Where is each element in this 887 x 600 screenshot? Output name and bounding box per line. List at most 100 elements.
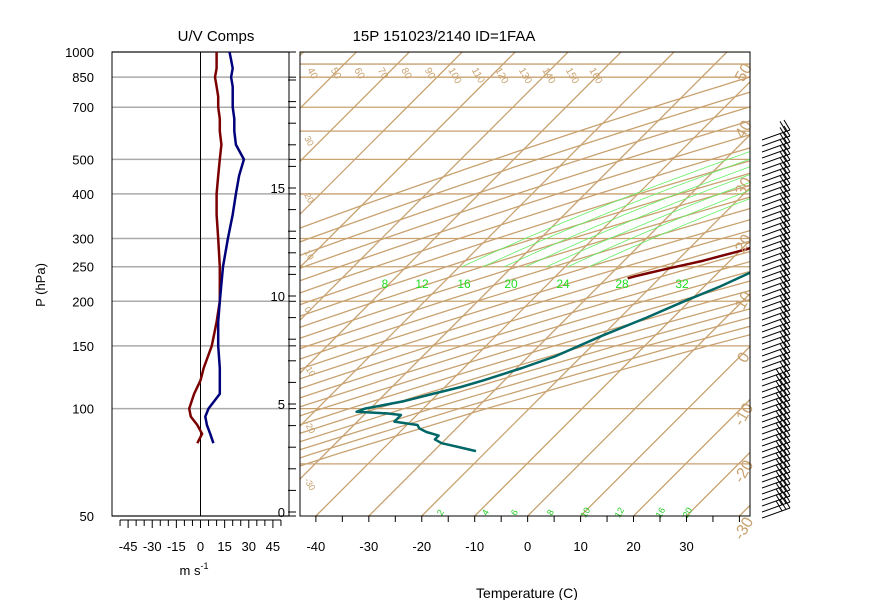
skewt-isotherm <box>738 504 750 516</box>
skewt-isotherm <box>300 52 569 322</box>
wind-barb-feather <box>779 373 787 384</box>
wind-barb-feather <box>783 119 791 131</box>
skewt-panel: 15P 151023/2140 ID=1FAA 40 50 60 70 80 90 100 1… <box>0 28 887 600</box>
skewt-isotherm-label: 120 <box>492 66 510 86</box>
skewt-edge-label: 20 <box>302 191 316 205</box>
wind-barb-feather <box>779 241 787 252</box>
wind-barb-staff <box>761 267 791 279</box>
wind-barb-feather <box>783 383 791 395</box>
wind-barb-feather <box>775 398 783 410</box>
uv-x-tick-labels: -45 -30 -15 0 15 30 45 <box>119 519 282 554</box>
uv-x-axis-label: m s-1 <box>180 561 209 578</box>
skewt-isotherm <box>300 52 728 480</box>
wind-barb-feather <box>775 386 783 398</box>
wind-barb-staff <box>761 345 791 357</box>
wind-barb-feather <box>775 488 783 500</box>
wind-barb-feather <box>779 145 787 156</box>
skewt-isotherm <box>300 52 357 110</box>
skewt-moist-adiabat <box>482 158 750 268</box>
wind-barb-staff <box>761 357 791 369</box>
wind-barb-feather <box>775 458 783 470</box>
wind-barb-feather <box>779 223 787 234</box>
skewt-height-tick-label: 0 <box>278 505 285 520</box>
uv-pressure-tick-label: 850 <box>72 70 94 85</box>
skewt-series <box>355 246 750 453</box>
skewt-isotherm-label: 90 <box>422 66 437 82</box>
uv-pressure-tick-label: 1000 <box>65 45 94 60</box>
wind-barb-feather <box>779 493 787 504</box>
uv-pressure-tick-label: 300 <box>72 231 94 246</box>
skewt-isotherm <box>0 52 198 516</box>
skewt-isotherm <box>300 52 516 269</box>
skewt-isotherm-label: 150 <box>563 66 581 86</box>
skewt-temperature-line <box>355 271 750 453</box>
skewt-isotherm-label: 70 <box>375 66 390 82</box>
wind-barb-feather <box>779 331 787 342</box>
wind-barb-feather <box>783 317 791 329</box>
wind-barb-feather <box>783 281 791 293</box>
skewt-dry-adiabat <box>300 308 750 443</box>
skewt-moist-adiabat <box>525 174 750 268</box>
wind-barb-feather <box>779 343 787 354</box>
wind-barb-feather <box>779 307 787 318</box>
wind-barb-feather <box>779 499 787 510</box>
skewt-dry-adiabat-label: -10 <box>731 400 757 429</box>
wind-barb-staff <box>761 273 791 285</box>
uv-v-component-line <box>204 51 246 444</box>
uv-x-tick-label: -30 <box>143 539 162 554</box>
wind-barb-feather <box>779 277 787 288</box>
wind-barb-feather <box>779 409 787 420</box>
skewt-isotherm <box>315 80 750 516</box>
skewt-dry-adiabat <box>300 299 750 435</box>
skewt-dry-adiabat <box>300 207 750 350</box>
wind-barb-feather <box>783 275 791 287</box>
wind-barb-feather <box>783 221 791 233</box>
wind-barb-feather <box>783 191 791 203</box>
wind-barb-feather <box>779 337 787 348</box>
wind-barb-feather <box>779 163 787 174</box>
skewt-moist-adiabat <box>546 181 750 268</box>
wind-barb-staff <box>761 201 791 213</box>
skewt-isotherm <box>300 52 622 374</box>
skewt-mixing-ratio-line <box>770 52 887 131</box>
wind-barb-staff <box>761 231 791 243</box>
wind-barb-feather <box>779 469 787 480</box>
uv-pressure-tick-label: 700 <box>72 100 94 115</box>
skewt-moist-label: 8 <box>382 277 389 291</box>
skewt-dry-adiabat <box>300 91 750 243</box>
wind-barb-feather <box>775 482 783 494</box>
skewt-height-tick-label: 10 <box>271 289 285 304</box>
wind-barb-staff <box>761 213 791 225</box>
wind-barb-feather <box>779 271 787 282</box>
uv-pressure-tick-label: 50 <box>80 509 94 524</box>
uv-x-tick-label: 45 <box>266 539 280 554</box>
skewt-dry-adiabat <box>300 260 750 399</box>
skewt-mixing-ratio-line <box>823 52 887 131</box>
skewt-dry-adiabat <box>300 76 750 229</box>
wind-barb-feather <box>783 251 791 263</box>
wind-barb-feather <box>779 481 787 492</box>
wind-barb-feather <box>783 239 791 251</box>
wind-barb-feather <box>783 161 791 173</box>
wind-barb-feather <box>783 179 791 191</box>
wind-barb-feather <box>783 473 791 485</box>
skewt-isotherm <box>300 52 463 216</box>
skewt-x-tick-label: -30 <box>359 539 378 554</box>
skewt-x-tick-label: -40 <box>306 539 325 554</box>
skewt-plot-frame <box>299 51 751 517</box>
wind-barb-feather <box>779 475 787 486</box>
wind-barb-feather <box>783 263 791 275</box>
wind-barb-staff <box>761 135 791 147</box>
skewt-x-tick-label: -10 <box>465 539 484 554</box>
wind-barb-feather <box>783 257 791 269</box>
skewt-moist-adiabat <box>567 189 750 268</box>
wind-barb-feather <box>775 392 783 404</box>
wind-barb-feather <box>783 479 791 491</box>
skewt-dry-adiabat-label: 40 <box>732 118 756 142</box>
skewt-x-tick-label: 10 <box>573 539 587 554</box>
wind-barb-feather <box>779 187 787 198</box>
wind-barb-feather <box>783 137 791 149</box>
wind-barb-staff <box>761 237 791 249</box>
wind-barb-feather <box>779 295 787 306</box>
skewt-height-tick-label: 15 <box>271 181 285 196</box>
